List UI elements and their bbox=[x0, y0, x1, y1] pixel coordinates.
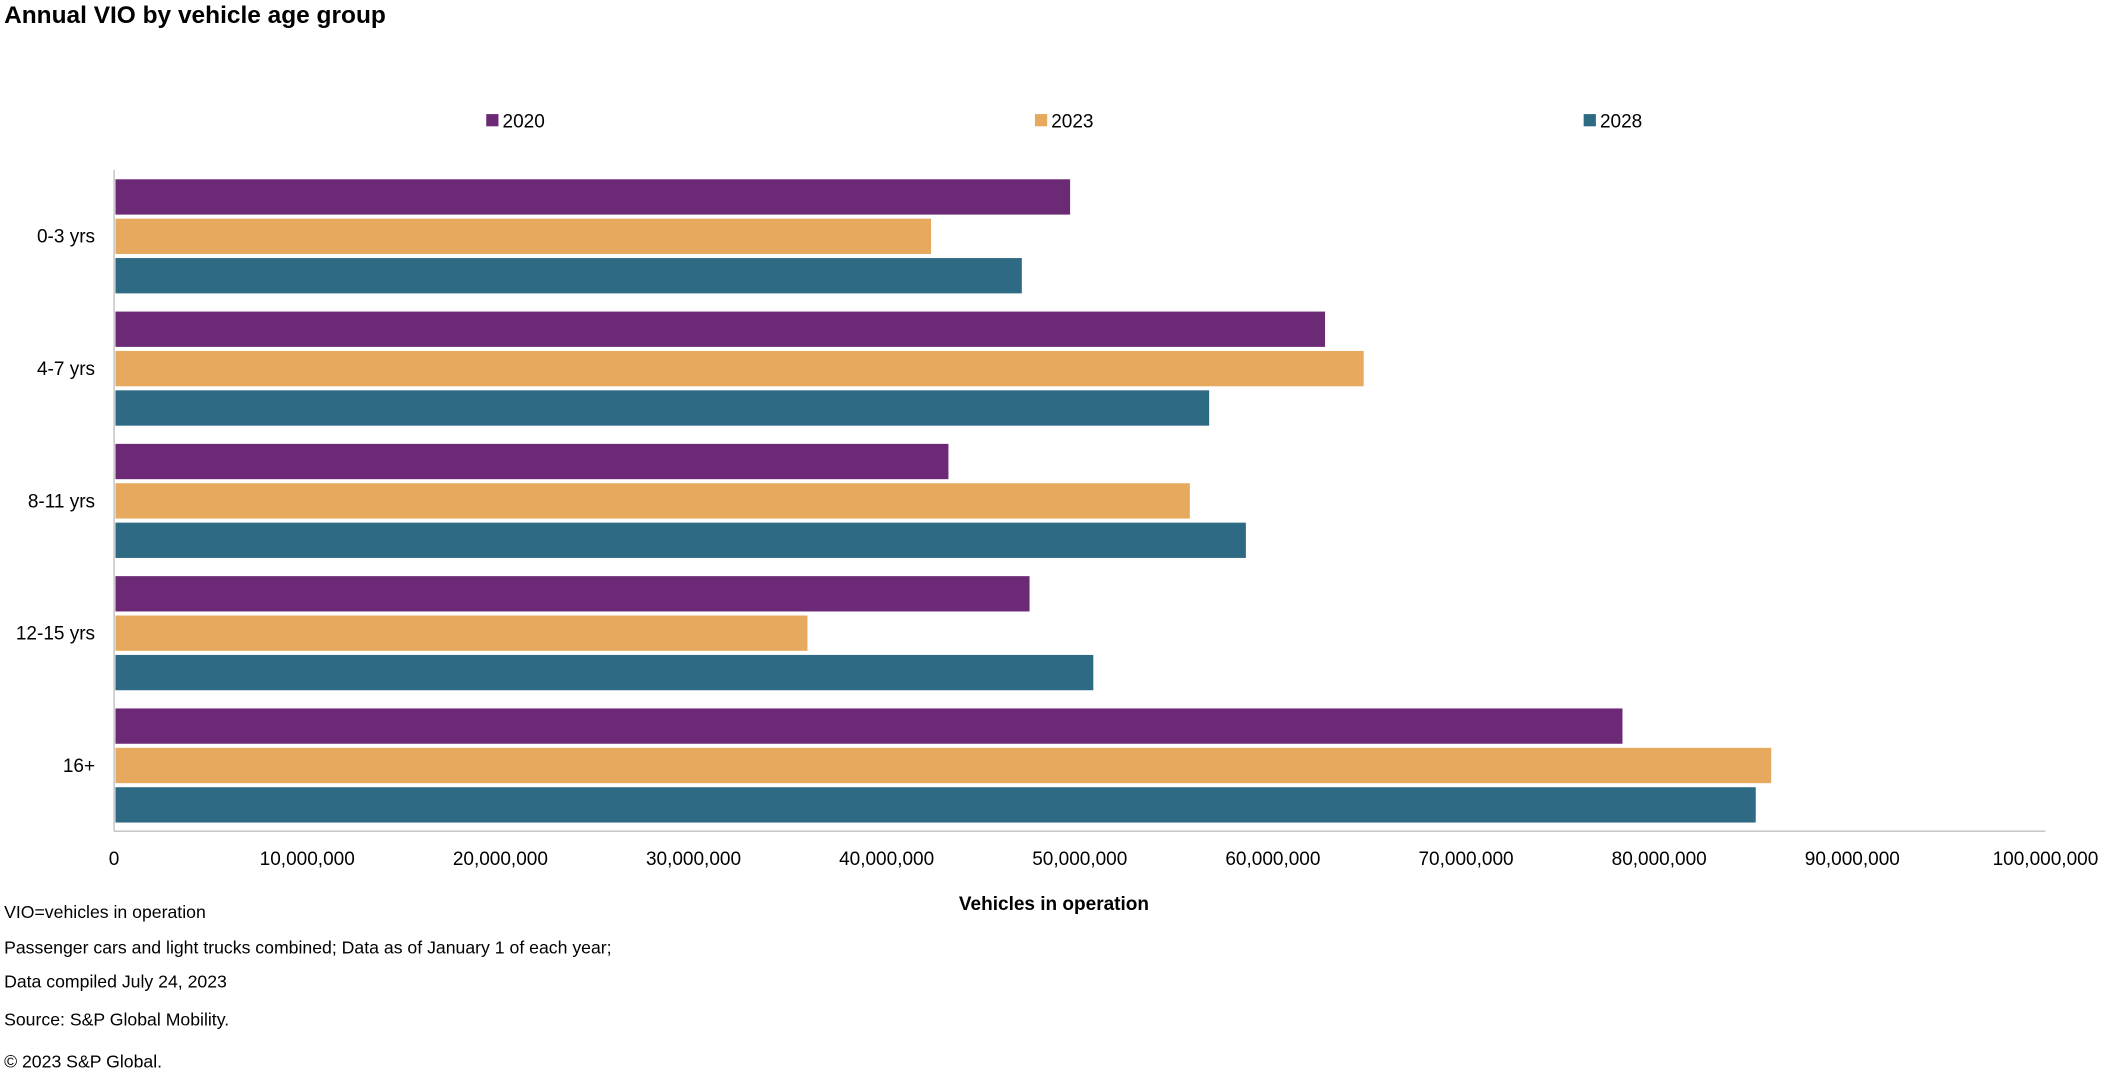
legend-label-2028: 2028 bbox=[1600, 112, 1642, 133]
bar-2020-16+ bbox=[115, 708, 1623, 744]
x-tick-label: 80,000,000 bbox=[1612, 849, 1707, 870]
category-label: 8-11 yrs bbox=[28, 491, 95, 512]
bar-2023-4-7yrs bbox=[115, 350, 1364, 387]
bar-2028-0-3yrs bbox=[115, 258, 1022, 294]
legend-swatch-2028 bbox=[1583, 114, 1596, 127]
x-tick-label: 100,000,000 bbox=[1993, 849, 2099, 870]
bar-2020-8-11yrs bbox=[115, 443, 949, 480]
x-tick-label: 90,000,000 bbox=[1805, 849, 1900, 870]
bar-2028-4-7yrs bbox=[115, 390, 1210, 426]
bar-2020-4-7yrs bbox=[115, 311, 1326, 347]
x-tick-label: 20,000,000 bbox=[453, 849, 548, 870]
x-tick-label: 40,000,000 bbox=[839, 849, 934, 870]
footnote-vio: VIO=vehicles in operation bbox=[4, 901, 206, 923]
legend-swatch-2023 bbox=[1034, 114, 1048, 127]
x-tick-label: 0 bbox=[109, 849, 120, 870]
legend-swatch-2020 bbox=[486, 114, 499, 127]
category-label: 0-3 yrs bbox=[37, 227, 95, 248]
x-tick-label: 70,000,000 bbox=[1418, 849, 1513, 870]
legend-label-2023: 2023 bbox=[1051, 112, 1093, 133]
bar-chart: 2020 2023 2028 0-3 yrs 4-7 yrs 8-11 yrs 12-15 … bbox=[16, 112, 2099, 915]
bar-2023-16+ bbox=[115, 747, 1772, 784]
legend-label-2020: 2020 bbox=[503, 112, 545, 133]
bar-2023-8-11yrs bbox=[115, 483, 1190, 519]
bar-2020-0-3yrs bbox=[115, 179, 1071, 215]
category-label: 12-15 yrs bbox=[16, 624, 95, 645]
bar-2020-12-15yrs bbox=[115, 576, 1030, 612]
x-tick-label: 10,000,000 bbox=[260, 849, 355, 870]
category-label: 4-7 yrs bbox=[37, 359, 95, 380]
bar-2028-8-11yrs bbox=[115, 522, 1246, 558]
x-tick-label: 60,000,000 bbox=[1225, 849, 1320, 870]
x-axis-title: Vehicles in operation bbox=[959, 894, 1149, 915]
bar-2023-0-3yrs bbox=[115, 218, 932, 254]
bar-2028-12-15yrs bbox=[115, 654, 1094, 691]
copyright: © 2023 S&P Global. bbox=[4, 1051, 163, 1072]
category-label: 16+ bbox=[63, 756, 95, 777]
bar-2023-12-15yrs bbox=[115, 615, 808, 651]
chart-title: Annual VIO by vehicle age group bbox=[4, 1, 386, 29]
x-tick-label: 50,000,000 bbox=[1032, 849, 1127, 870]
footnote-compiled: Data compiled July 24, 2023 bbox=[4, 971, 227, 992]
footnote-source: Source: S&P Global Mobility. bbox=[4, 1009, 230, 1030]
x-tick-label: 30,000,000 bbox=[646, 849, 741, 870]
footnote-scope: Passenger cars and light trucks combined… bbox=[4, 937, 612, 958]
bar-2028-16+ bbox=[115, 787, 1756, 823]
